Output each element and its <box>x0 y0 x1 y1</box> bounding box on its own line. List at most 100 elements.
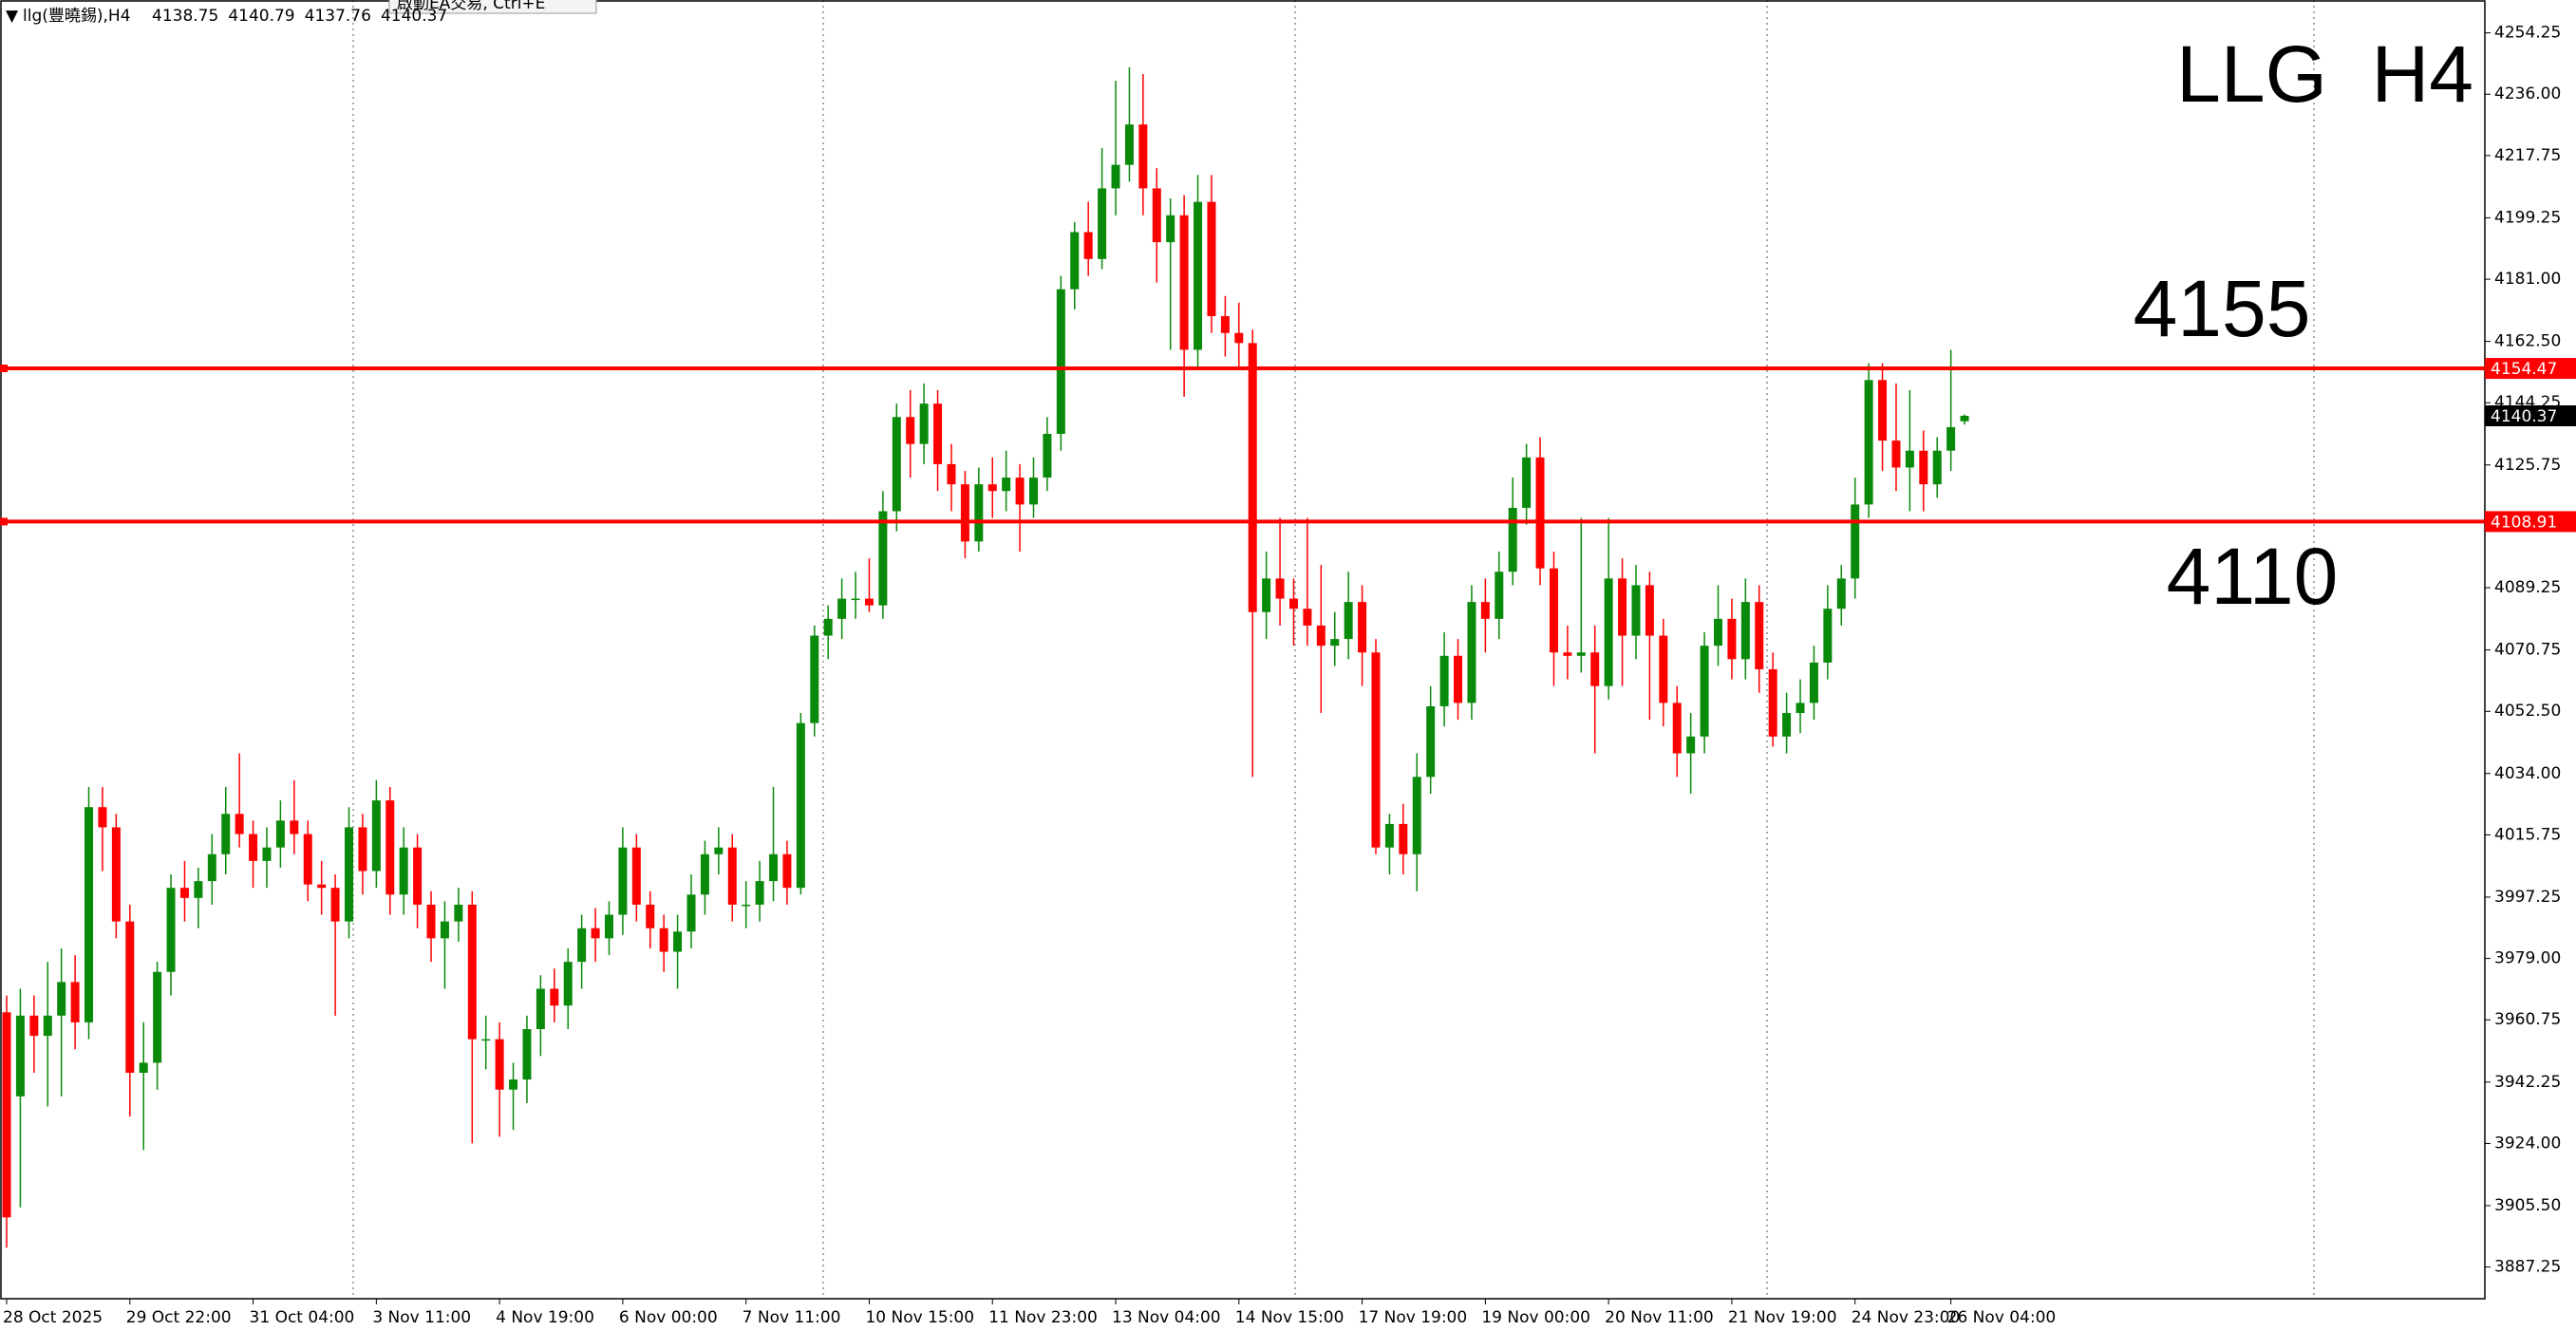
candle-body <box>646 904 655 928</box>
candle-body <box>686 894 696 932</box>
x-tick-label: 28 Oct 2025 <box>3 1308 103 1327</box>
y-tick-label: 4199.25 <box>2494 208 2561 227</box>
candle-body <box>618 847 628 915</box>
candle-body <box>906 417 915 444</box>
annotation: 4155 <box>2134 264 2311 353</box>
y-tick-label: 4236.00 <box>2494 84 2561 103</box>
candle-body <box>481 1039 491 1041</box>
candle-body <box>1002 478 1011 492</box>
candle-body <box>1098 188 1107 259</box>
candle-body <box>1631 585 1641 636</box>
y-tick-label: 3924.00 <box>2494 1134 2561 1153</box>
x-tick-label: 17 Nov 19:00 <box>1359 1308 1468 1327</box>
candle-body <box>960 484 969 542</box>
level-label: 4154.47 <box>2491 360 2557 379</box>
x-tick-label: 14 Nov 15:00 <box>1235 1308 1344 1327</box>
candle-body <box>742 904 751 907</box>
candle-body <box>303 834 312 885</box>
candle-body <box>1796 703 1805 714</box>
candle-body <box>1727 618 1737 660</box>
candle-body <box>1508 507 1517 572</box>
candle-body <box>631 847 641 905</box>
candle-body <box>1836 578 1846 609</box>
y-tick-label: 4015.75 <box>2494 825 2561 844</box>
candle-body <box>43 1015 52 1037</box>
candle-body <box>577 928 587 963</box>
x-tick-label: 13 Nov 04:00 <box>1112 1308 1221 1327</box>
candle-body <box>1522 457 1532 508</box>
candle-body <box>1124 124 1134 165</box>
candle-body <box>1535 457 1545 569</box>
candle-body <box>823 618 833 636</box>
candle-body <box>125 921 135 1074</box>
candle-body <box>1344 602 1353 640</box>
candle-body <box>1234 332 1244 344</box>
candle-body <box>1070 232 1080 290</box>
y-tick-label: 3887.25 <box>2494 1258 2561 1277</box>
candle-body <box>262 847 272 861</box>
y-tick-label: 4181.00 <box>2494 270 2561 289</box>
candle-body <box>659 928 668 952</box>
candle-body <box>1248 343 1257 612</box>
candle-body <box>1480 602 1490 619</box>
x-tick-label: 3 Nov 11:00 <box>372 1308 471 1327</box>
candle-body <box>1166 215 1175 243</box>
candle-body <box>2 1012 11 1218</box>
candle-body <box>1823 609 1833 663</box>
candle-body <box>317 884 327 889</box>
candle-body <box>1919 450 1928 485</box>
candle-body <box>1563 652 1572 656</box>
candle-body <box>1426 705 1436 778</box>
price-label-box <box>2485 404 2576 426</box>
candle-body <box>755 881 764 905</box>
candle-body <box>371 800 381 872</box>
candle-body <box>1755 602 1764 669</box>
candle-body <box>1864 380 1873 505</box>
candle-body <box>85 807 94 1022</box>
annotation: 4110 <box>2167 532 2339 621</box>
candle-body <box>1960 415 1969 422</box>
candle-body <box>1412 777 1421 854</box>
x-tick-label: 21 Nov 19:00 <box>1728 1308 1837 1327</box>
candle-body <box>919 403 929 444</box>
candle-body <box>987 484 997 492</box>
candle-body <box>1768 668 1777 737</box>
candle-body <box>57 982 66 1016</box>
candle-body <box>1782 713 1792 737</box>
candle-body <box>536 988 545 1029</box>
candle-body <box>166 888 176 972</box>
candle-body <box>1700 646 1709 737</box>
candle-body <box>522 1028 532 1080</box>
y-tick-label: 4125.75 <box>2494 456 2561 475</box>
candle-body <box>727 847 737 905</box>
y-tick-label: 4052.50 <box>2494 702 2561 721</box>
candle-body <box>1111 164 1120 189</box>
candle-body <box>1618 578 1627 636</box>
y-tick-label: 4089.25 <box>2494 578 2561 597</box>
candle-body <box>139 1062 148 1074</box>
candle-body <box>933 403 943 464</box>
candle-body <box>1330 639 1340 647</box>
candle-body <box>153 971 162 1063</box>
candle-body <box>1467 602 1476 703</box>
candle-body <box>495 1039 504 1090</box>
candle-body <box>878 511 888 606</box>
candle-body <box>1207 201 1216 317</box>
candle-body <box>1152 188 1161 243</box>
candle-body <box>1262 578 1271 612</box>
x-tick-label: 31 Oct 04:00 <box>250 1308 355 1327</box>
candle-body <box>1549 568 1558 653</box>
candle-body <box>591 928 600 939</box>
candle-body <box>837 598 847 619</box>
candle-body <box>810 635 819 723</box>
candle-body <box>1384 823 1394 848</box>
candle-body <box>179 888 189 898</box>
candle-body <box>796 722 805 889</box>
x-tick-label: 24 Nov 23:00 <box>1852 1308 1961 1327</box>
candle-body <box>1878 380 1888 441</box>
candle-body <box>1015 478 1025 505</box>
candle-body <box>413 847 423 905</box>
candle-body <box>1576 652 1586 656</box>
y-tick-label: 4254.25 <box>2494 24 2561 43</box>
separators <box>352 0 2315 1299</box>
